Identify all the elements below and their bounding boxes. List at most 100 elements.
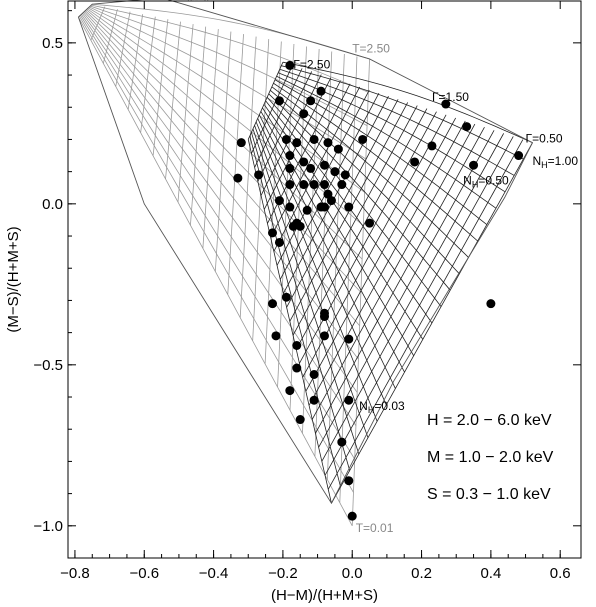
y-tick-label: −1.0 — [33, 518, 63, 535]
data-point — [309, 180, 319, 190]
data-point — [292, 363, 302, 373]
data-point — [309, 395, 319, 405]
powerlaw-grid-line — [289, 102, 409, 322]
powerlaw-grid-curve — [273, 82, 478, 242]
thermal-grid-line — [252, 39, 270, 341]
powerlaw-grid-line — [257, 71, 313, 182]
data-point — [347, 511, 357, 521]
powerlaw-grid-line — [295, 108, 428, 350]
powerlaw-grid-line — [311, 123, 476, 420]
grid-labels-layer: Γ=2.50 Γ=1.50 Γ=0.50 NH=1.00 NH=0.50 NH=0.03 T… — [172, 0, 578, 535]
axis-ticks: −0.8 −0.6 −0.4 −0.2 0.0 0.2 0.4 0.6 0.5 0.0 −0.5 −1… — [33, 1, 581, 582]
powerlaw-grid-line — [276, 89, 370, 266]
powerlaw-grid-line — [315, 126, 485, 434]
thermal-grid-curve — [89, 6, 367, 160]
data-point — [302, 205, 312, 215]
powerlaw-grid-curve — [268, 93, 451, 291]
thermal-grid-curve — [79, 15, 354, 493]
data-point — [441, 99, 451, 109]
data-point — [285, 60, 295, 70]
data-point — [292, 341, 302, 351]
grid-label: Γ=2.50 — [293, 58, 330, 72]
grid-label: Γ=1.50 — [432, 90, 469, 104]
data-point — [333, 144, 343, 154]
data-point — [292, 138, 302, 148]
thermal-grid-line — [239, 36, 257, 318]
powerlaw-grid-line — [321, 133, 505, 462]
data-point — [274, 237, 284, 247]
data-point — [295, 415, 305, 425]
grid-label: NH=0.03 — [359, 399, 405, 415]
thermal-grid-curve — [81, 14, 357, 426]
data-point — [316, 202, 326, 212]
thermal-grid-curve — [84, 11, 360, 326]
energy-band-m: M = 1.0 − 2.0 keV — [427, 449, 554, 466]
powerlaw-grid-curve — [282, 61, 533, 144]
data-point — [358, 134, 368, 144]
data-point — [254, 170, 264, 180]
data-point — [281, 134, 291, 144]
data-point — [320, 180, 329, 190]
x-tick-label: 0.2 — [411, 565, 432, 582]
data-point — [309, 134, 319, 144]
x-tick-label: −0.2 — [268, 565, 298, 582]
data-point — [320, 331, 329, 341]
thermal-grid-line — [214, 31, 232, 272]
data-point — [344, 395, 354, 405]
data-point — [285, 180, 295, 190]
powerlaw-grid-curve — [262, 107, 415, 356]
data-point — [410, 157, 420, 167]
data-point — [285, 202, 295, 212]
powerlaw-grid-line — [305, 117, 457, 392]
grid-label: NH=0.50 — [463, 174, 509, 190]
data-point — [309, 369, 319, 379]
data-point — [514, 151, 524, 161]
data-point — [316, 86, 326, 96]
grid-label: T=2.50 — [352, 42, 390, 56]
data-point — [462, 122, 472, 132]
powerlaw-grid-line — [279, 92, 380, 280]
powerlaw-grid-curve — [270, 89, 460, 275]
powerlaw-grid-curve — [252, 128, 360, 455]
x-tick-label: −0.4 — [199, 565, 229, 582]
thermal-grid-line — [90, 6, 106, 41]
data-point — [486, 299, 496, 309]
data-point — [323, 138, 333, 148]
data-point — [344, 202, 354, 212]
grid-label: T=0.70 — [172, 0, 210, 4]
x-tick-label: 0.4 — [480, 565, 501, 582]
data-point — [337, 437, 347, 447]
data-point — [306, 96, 316, 106]
energy-band-legend: H = 2.0 − 6.0 keV M = 1.0 − 2.0 keV S = 0.… — [427, 412, 554, 503]
powerlaw-grid-line — [270, 83, 351, 238]
grid-label: NH=1.00 — [532, 154, 578, 170]
thermal-grid-line — [227, 34, 244, 295]
thermal-grid-line — [302, 48, 320, 434]
grid-label: Γ=0.50 — [526, 132, 563, 146]
powerlaw-grid-curve — [260, 111, 405, 373]
thermal-grid-curve — [78, 16, 353, 526]
powerlaw-grid — [247, 61, 533, 504]
data-point — [271, 331, 281, 341]
data-point — [320, 160, 329, 170]
powerlaw-grid-curve — [247, 139, 332, 504]
powerlaw-grid-line — [324, 136, 514, 476]
powerlaw-grid-curve — [276, 75, 497, 209]
powerlaw-grid-curve — [254, 125, 369, 438]
data-point — [288, 221, 298, 231]
powerlaw-grid-curve — [255, 121, 378, 422]
powerlaw-grid-line — [273, 86, 361, 252]
data-point — [285, 163, 295, 173]
thermal-grid-curve — [92, 3, 370, 60]
thermal-grid-curve — [80, 15, 356, 460]
x-tick-label: 0.6 — [550, 565, 571, 582]
data-point — [285, 386, 295, 396]
data-point — [233, 173, 243, 183]
powerlaw-grid-curve — [266, 97, 442, 307]
data-point — [274, 196, 284, 206]
powerlaw-grid-curve — [249, 135, 341, 487]
data-point — [306, 163, 316, 173]
thermal-grid — [78, 3, 370, 526]
